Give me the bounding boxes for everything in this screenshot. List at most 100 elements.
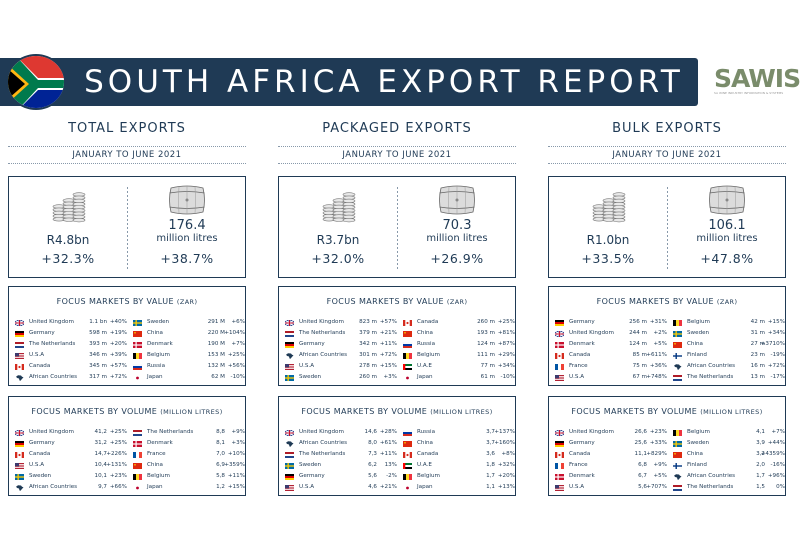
growth-percent: -2% [386,473,397,479]
market-list: Germany 256 m +31% United Kingdom 244 m +2% De… [553,317,669,383]
volume-summary: 106.1 million litres +47.8% [668,177,786,277]
country-name: Canada [29,451,51,457]
growth-percent: +44% [767,440,785,446]
focus-volume-title: FOCUS MARKETS BY VOLUME (MILLION LITRES) [31,407,223,416]
growth-percent: +20% [109,341,127,347]
market-value: 31,2 [94,440,107,446]
country-name: Denmark [569,341,595,347]
value-growth: +32.3% [41,251,95,266]
list-item: U.A.E 77 m +34% [401,361,517,372]
growth-percent: +34% [497,363,515,369]
market-value: 2,0 [756,462,765,468]
market-value: 13 m [750,374,765,380]
focus-volume-title: FOCUS MARKETS BY VOLUME (MILLION LITRES) [301,407,493,416]
volume-unit: million litres [426,233,488,244]
growth-percent: +359% [224,462,245,468]
growth-percent: +21% [379,484,397,490]
focus-value-title: FOCUS MARKETS BY VALUE (ZAR) [326,297,468,306]
market-value: 5,6 [638,484,647,490]
country-name: France [569,462,588,468]
country-name: China [687,451,703,457]
country-name: China [687,341,703,347]
de-flag-icon [555,320,564,326]
volume-growth: +38.7% [160,251,214,266]
summary-card: R4.8bn +32.3% 176.4 million litres +38.7% [8,176,246,278]
nl-flag-icon [285,452,294,458]
country-name: Germany [299,341,325,347]
country-name: Sweden [29,473,52,479]
ca-flag-icon [403,452,412,458]
country-name: Sweden [299,374,322,380]
growth-percent: +104% [224,330,245,336]
growth-percent: 0% [776,484,785,490]
value-summary: R4.8bn +32.3% [9,177,127,277]
growth-percent: +9% [653,462,667,468]
focus-volume-title: FOCUS MARKETS BY VOLUME (MILLION LITRES) [571,407,763,416]
list-item: China 6,9 +359% [131,460,247,471]
list-item: Canada 14,7 +226% [13,449,129,460]
volume-summary: 70.3 million litres +26.9% [398,177,516,277]
country-name: China [147,462,163,468]
list-item: Belgium 111 m +29% [401,350,517,361]
focus-value-title: FOCUS MARKETS BY VALUE (ZAR) [596,297,738,306]
growth-percent: +748% [646,374,667,380]
list-item: Denmark 6,7 +5% [553,471,669,482]
market-value: 31 m [750,330,765,336]
focus-markets-volume-card: FOCUS MARKETS BY VOLUME (MILLION LITRES)… [548,396,786,496]
se-flag-icon [673,331,682,337]
cn-flag-icon [133,463,142,469]
jp-flag-icon [133,375,142,381]
list-item: Denmark 8,1 +3% [131,438,247,449]
market-value: 3,6 [486,451,495,457]
growth-percent: +15% [767,319,785,325]
fi-flag-icon [673,463,682,469]
us-flag-icon [15,463,24,469]
country-name: U.S.A [29,352,45,358]
country-name: Canada [569,451,591,457]
growth-percent: +61% [379,440,397,446]
list-item: Sweden 291 M +6% [131,317,247,328]
market-value: 1,7 [756,473,765,479]
list-item: The Netherlands 13 m -17% [671,372,787,383]
growth-percent: +2% [653,330,667,336]
ca-flag-icon [555,452,564,458]
country-name: Belgium [147,473,170,479]
se-flag-icon [285,463,294,469]
market-value: 1.1 bn [89,319,107,325]
se-flag-icon [673,441,682,447]
fr-flag-icon [133,452,142,458]
market-value: 7,0 [216,451,225,457]
growth-percent: +7% [771,429,785,435]
jp-flag-icon [403,375,412,381]
country-name: Finland [687,462,707,468]
cn-flag-icon [403,441,412,447]
market-value: 132 M [207,363,225,369]
focus-markets-volume-card: FOCUS MARKETS BY VOLUME (MILLION LITRES)… [278,396,516,496]
ae-flag-icon [403,463,412,469]
list-item: France 7,0 +10% [131,449,247,460]
country-name: U.A.E [417,363,432,369]
growth-percent: -10% [230,374,245,380]
market-list: Belgium 42 m +15% Sweden 31 m +34% China 27 m +3… [671,317,787,383]
nl-flag-icon [673,375,682,381]
growth-percent: +5% [653,341,667,347]
list-item: The Netherlands 7,3 +11% [283,449,399,460]
country-name: United Kingdom [29,429,74,435]
market-value: 11,1 [634,451,647,457]
list-item: U.S.A 346 m +39% [13,350,129,361]
list-item: United Kingdom 823 m +57% [283,317,399,328]
volume-unit: million litres [156,233,218,244]
list-item: Germany 342 m +11% [283,339,399,350]
market-value: 220 M [207,330,225,336]
value-growth: +32.0% [311,251,365,266]
summary-divider [127,187,128,269]
list-item: Belgium 5,8 +11% [131,471,247,482]
country-name: U.S.A [299,363,315,369]
focus-markets-value-card: FOCUS MARKETS BY VALUE (ZAR) United Kingd… [278,286,516,386]
list-item: United Kingdom 41,2 +25% [13,427,129,438]
growth-percent: +9% [231,429,245,435]
growth-percent: +11% [379,341,397,347]
country-name: Germany [569,319,595,325]
market-value: 5,8 [216,473,225,479]
growth-percent: +11% [379,451,397,457]
